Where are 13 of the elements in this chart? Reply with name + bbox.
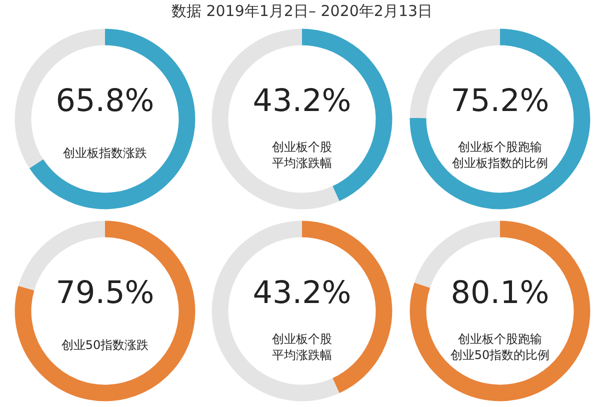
text: 创业板个股跑输创业50指数的比例: [450, 332, 550, 362]
data-label: 75.2%: [450, 83, 550, 119]
data-label: 43.2%: [252, 275, 352, 311]
text: 创业50指数涨跌: [61, 338, 149, 352]
text: 创业板个股跑输创业板指数的比例: [452, 140, 548, 170]
text: 创业板个股平均涨跌幅: [272, 332, 332, 362]
text: 数据 2019年1月2日– 2020年2月13日: [170, 1, 434, 22]
text: 创业板个股平均涨跌幅: [272, 140, 332, 170]
data-label: 80.1%: [450, 275, 550, 311]
data-label: 79.5%: [56, 275, 154, 311]
data-label: 43.2%: [252, 83, 352, 119]
text: 创业板指数涨跌: [63, 146, 147, 160]
data-label: 65.8%: [56, 83, 154, 119]
